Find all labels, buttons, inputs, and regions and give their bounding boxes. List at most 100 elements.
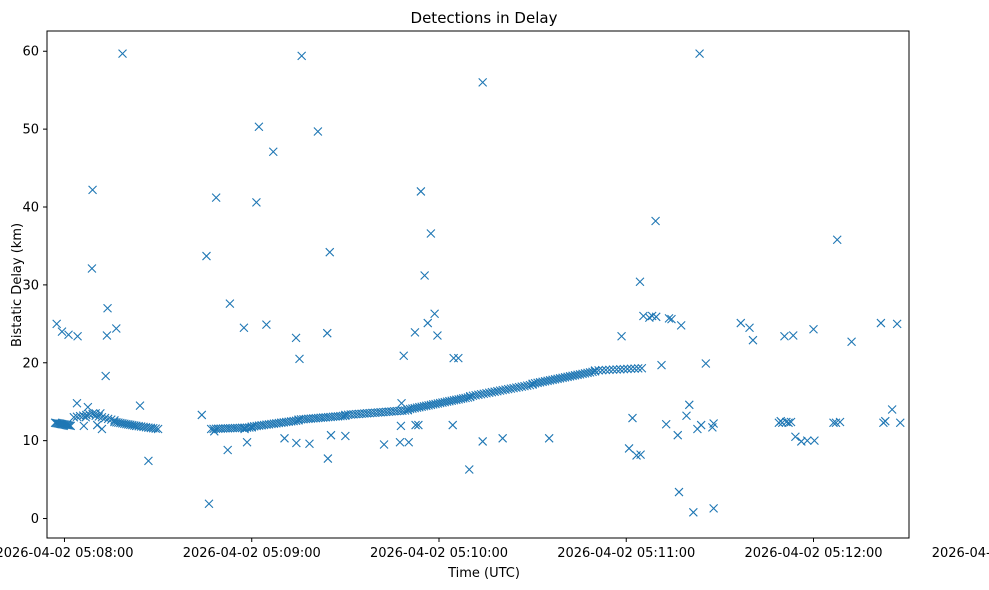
- data-point: [153, 424, 163, 434]
- data-point: [225, 299, 235, 308]
- data-point: [471, 390, 481, 400]
- data-point: [338, 411, 348, 421]
- data-point: [835, 417, 845, 427]
- x-tick-label: 2026-04-02 05:10:00: [370, 546, 508, 561]
- data-point: [101, 371, 111, 381]
- data-point: [410, 328, 420, 337]
- data-point: [81, 412, 91, 422]
- data-point: [876, 318, 886, 328]
- data-point: [664, 313, 674, 323]
- data-point: [522, 381, 532, 390]
- data-point: [509, 383, 519, 393]
- x-tick-label: 2026-04-02 05:13:00: [932, 546, 989, 561]
- chart-title: Detections in Delay: [411, 9, 558, 27]
- data-point: [323, 454, 333, 463]
- data-point: [684, 400, 694, 410]
- data-point: [322, 328, 332, 338]
- data-point: [66, 421, 76, 431]
- data-point: [426, 229, 436, 238]
- data-point: [745, 323, 754, 333]
- data-point: [887, 405, 897, 414]
- data-point: [414, 420, 423, 430]
- data-point: [608, 365, 618, 375]
- data-point: [503, 384, 513, 394]
- x-tick-label: 2026-04-02 05:12:00: [744, 546, 882, 561]
- data-point: [636, 450, 645, 460]
- data-point: [465, 392, 475, 402]
- data-point: [479, 389, 489, 399]
- data-point: [63, 420, 73, 430]
- data-point: [517, 382, 527, 391]
- data-point: [791, 432, 800, 442]
- data-point: [788, 331, 798, 340]
- data-point: [624, 444, 634, 453]
- data-point: [495, 386, 505, 396]
- data-point: [305, 439, 314, 449]
- data-point: [433, 331, 442, 340]
- data-point: [696, 420, 706, 430]
- data-point: [239, 323, 249, 333]
- data-point: [416, 187, 426, 196]
- data-point: [313, 127, 323, 136]
- data-point: [784, 418, 793, 428]
- data-point: [448, 420, 458, 430]
- data-point: [605, 365, 614, 375]
- x-tick-label: 2026-04-02 05:08:00: [0, 546, 134, 561]
- data-point: [637, 363, 647, 373]
- data-point: [464, 465, 474, 474]
- data-point: [709, 504, 719, 513]
- data-point: [325, 247, 335, 257]
- data-point: [247, 423, 257, 432]
- data-point: [673, 430, 683, 440]
- data-point: [736, 318, 746, 328]
- data-point: [544, 433, 554, 443]
- data-point: [478, 437, 488, 446]
- data-point: [590, 366, 600, 375]
- data-point: [465, 391, 475, 401]
- data-point: [651, 312, 661, 322]
- data-point: [72, 398, 82, 408]
- data-point: [619, 364, 629, 374]
- data-point: [615, 364, 625, 374]
- data-point: [617, 331, 626, 341]
- data-point: [88, 185, 97, 195]
- data-point: [396, 421, 406, 431]
- data-point: [92, 420, 102, 430]
- data-point: [661, 419, 671, 429]
- data-point: [340, 431, 350, 441]
- data-point: [601, 365, 611, 375]
- data-point: [453, 353, 463, 363]
- data-point: [506, 384, 516, 394]
- data-point: [478, 78, 488, 87]
- data-point: [83, 402, 93, 412]
- data-point: [144, 456, 153, 466]
- x-axis-ticks: 2026-04-02 05:08:00 2026-04-02 05:09:00 20…: [0, 538, 989, 561]
- data-point: [498, 433, 508, 443]
- data-point: [880, 416, 890, 426]
- y-axis-ticks: 0 10 20 30 40 50 60: [22, 45, 47, 527]
- data-point: [674, 487, 684, 497]
- data-point: [102, 331, 112, 340]
- data-point: [404, 437, 414, 447]
- data-point: [430, 309, 440, 319]
- data-point: [802, 436, 812, 446]
- data-point: [895, 418, 905, 428]
- data-point: [748, 335, 758, 345]
- data-point: [97, 424, 107, 434]
- data-point: [463, 393, 473, 402]
- data-point: [511, 383, 521, 393]
- data-point: [786, 417, 796, 427]
- data-point: [623, 364, 632, 374]
- data-point: [57, 327, 67, 337]
- data-point: [103, 303, 112, 313]
- data-point: [254, 122, 264, 132]
- data-point: [487, 387, 497, 397]
- data-point: [709, 419, 719, 428]
- data-point: [65, 421, 74, 431]
- data-point: [501, 385, 510, 395]
- data-point: [151, 424, 161, 434]
- data-point: [657, 360, 666, 370]
- data-point: [411, 420, 420, 430]
- data-point: [295, 354, 304, 364]
- data-point: [118, 49, 127, 58]
